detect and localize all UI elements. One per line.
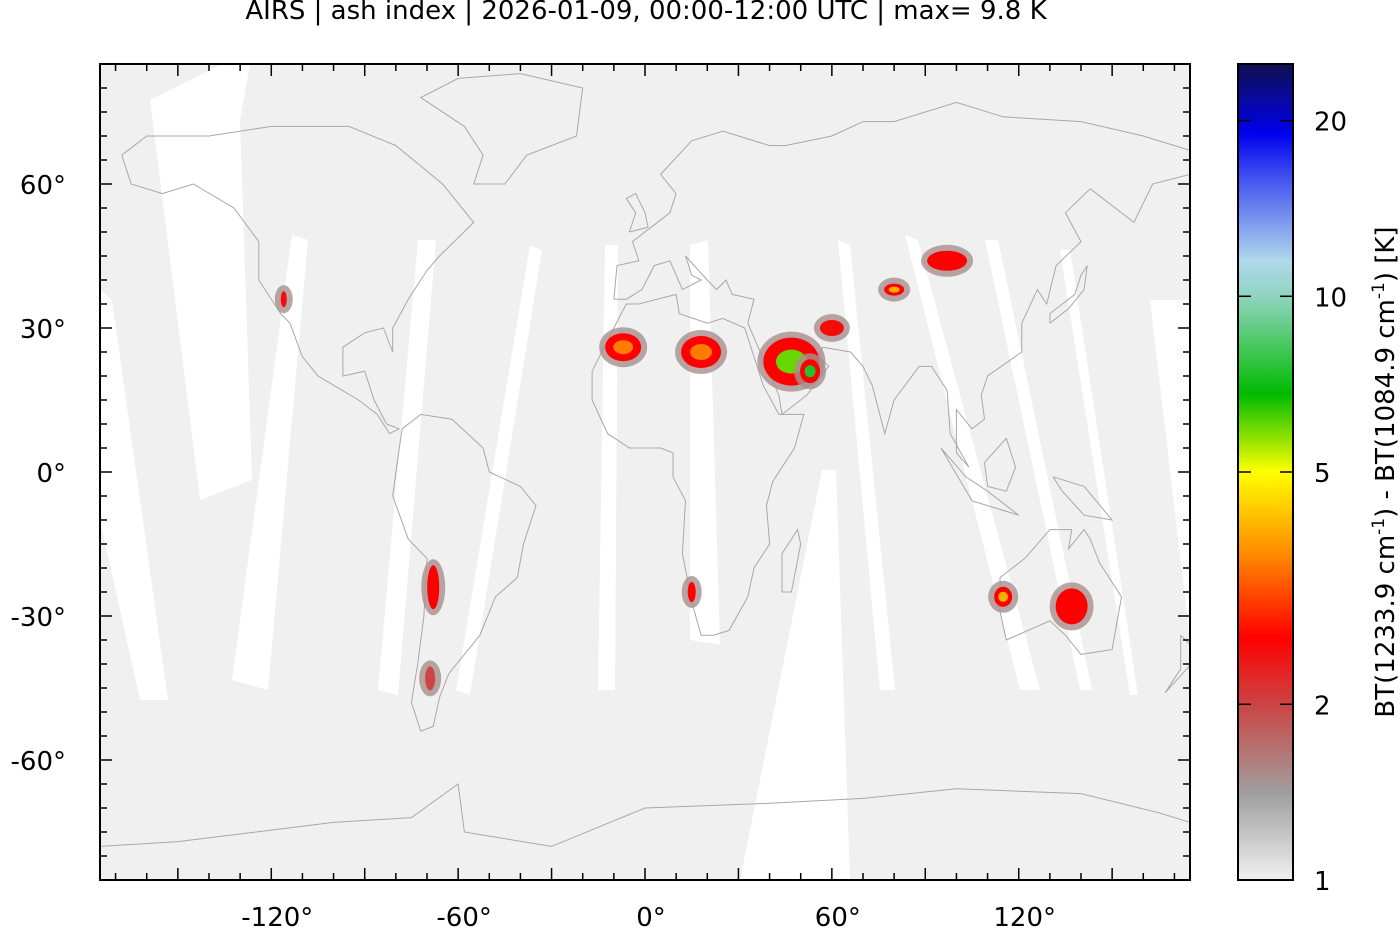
map-plot-area	[100, 64, 1190, 880]
ash-signal	[927, 250, 968, 271]
ash-signal-core	[888, 286, 900, 293]
ash-signal-core	[613, 340, 634, 355]
ash-signal	[687, 582, 696, 602]
coastlines	[100, 73, 1190, 847]
colorbar-tick-label: 10	[1314, 283, 1347, 313]
no-data-gap	[100, 290, 168, 700]
ash-signal	[1055, 588, 1088, 625]
no-data-gap	[232, 235, 308, 690]
ash-signal	[425, 666, 436, 691]
no-data-gap	[150, 64, 252, 500]
coastline-eurasia	[613, 101, 1190, 468]
colorbar-label: BT(1233.9 cm-1) - BT(1084.9 cm-1) [K]	[1369, 226, 1400, 717]
ash-signal-core	[690, 344, 713, 360]
x-tick-label: 120°	[993, 903, 1056, 930]
latitude-labels: 60° 30° 0° -30° -60°	[11, 171, 66, 777]
y-tick-label: -60°	[11, 747, 66, 777]
coastline-south-america	[392, 413, 537, 732]
x-tick-label: -120°	[241, 903, 313, 930]
map-ticks	[100, 64, 1190, 880]
colorbar-tick-label: 1	[1314, 867, 1331, 897]
coastline-australia	[999, 528, 1123, 655]
colorbar-tick-label: 2	[1314, 691, 1331, 721]
coastline-africa	[591, 293, 805, 636]
coastline-borneo	[984, 437, 1017, 492]
ash-signals	[274, 244, 1094, 697]
no-data-gap	[985, 240, 1092, 690]
y-tick-label: 0°	[36, 459, 66, 489]
coastline-greenland	[419, 73, 584, 185]
y-tick-label: -30°	[11, 603, 66, 633]
ash-signal	[427, 565, 440, 610]
no-data-gap	[838, 240, 895, 690]
no-data-gap	[905, 235, 1040, 690]
no-data-gap	[378, 240, 436, 695]
coastline-new-zealand	[1164, 634, 1190, 694]
y-tick-label: 60°	[20, 171, 66, 201]
no-data-swath-gaps	[100, 64, 1190, 880]
ash-signal-core	[998, 591, 1009, 602]
coastline-antarctica	[100, 783, 1190, 847]
colorbar-tick-label: 5	[1314, 459, 1331, 489]
no-data-gap	[456, 245, 542, 695]
x-tick-label: 0°	[636, 903, 666, 930]
ash-signal	[819, 320, 844, 336]
longitude-labels: -120° -60° 0° 60° 120°	[241, 903, 1056, 930]
ash-signal	[280, 291, 287, 308]
ash-signal-core	[804, 365, 816, 378]
colorbar-tick-label: 20	[1314, 108, 1347, 138]
x-tick-label: 60°	[815, 903, 861, 930]
y-tick-label: 30°	[20, 315, 66, 345]
coastline-japan	[1049, 265, 1088, 324]
coastline-new-guinea	[1052, 476, 1114, 521]
coastline-indonesia	[940, 447, 1020, 516]
no-data-gap	[1060, 250, 1138, 695]
coastline-madagascar	[781, 528, 802, 593]
coastline-uk	[625, 192, 649, 233]
no-data-gap	[740, 470, 850, 880]
coastline-north-america	[121, 125, 475, 435]
x-tick-label: -60°	[436, 903, 491, 930]
colorbar-ticks: 1 2 5 10 20	[1238, 108, 1347, 897]
no-data-gap	[1150, 300, 1190, 640]
map-title: AIRS | ash index | 2026-01-09, 00:00-12:…	[245, 0, 1047, 26]
